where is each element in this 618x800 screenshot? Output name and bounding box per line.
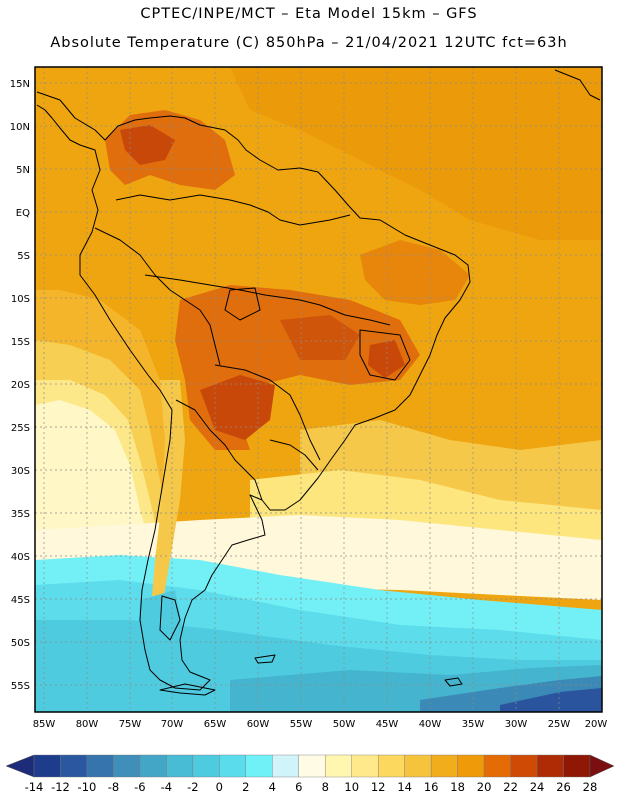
lon-label: 35W <box>462 719 485 730</box>
lat-label: 40S <box>11 552 30 563</box>
colorbar-tick-label: -6 <box>134 780 145 794</box>
colorbar-swatch <box>298 754 326 778</box>
colorbar-swatch <box>377 754 405 778</box>
lon-label: 80W <box>76 719 99 730</box>
colorbar-swatch <box>139 754 167 778</box>
lon-label: 85W <box>33 719 56 730</box>
colorbar-swatch <box>510 754 538 778</box>
colorbar: -14 -12 -10 -8 -6 -4 -2 0 2 4 6 8 10 12 14 16 18 20 22 24 26… <box>5 754 615 794</box>
lat-label: 5S <box>17 251 30 262</box>
colorbar-tick-label: 2 <box>242 780 249 794</box>
colorbar-swatch <box>113 754 141 778</box>
colorbar-tick-label: 10 <box>344 780 359 794</box>
colorbar-tick-label: 22 <box>503 780 518 794</box>
lon-label: 55W <box>290 719 313 730</box>
colorbar-swatch <box>60 754 88 778</box>
map-title-line2: Absolute Temperature (C) 850hPa – 21/04/… <box>50 35 568 51</box>
lon-label: 50W <box>333 719 356 730</box>
lon-label: 25W <box>548 719 571 730</box>
lon-label: 30W <box>505 719 528 730</box>
lon-label: 40W <box>419 719 442 730</box>
colorbar-swatch <box>325 754 352 778</box>
lat-label: 55S <box>11 681 30 692</box>
colorbar-tick-label: 16 <box>424 780 439 794</box>
colorbar-tick-label: 12 <box>371 780 386 794</box>
colorbar-swatch <box>536 754 564 778</box>
colorbar-tick-label: -2 <box>187 780 198 794</box>
lat-label: 50S <box>11 638 30 649</box>
colorbar-tick-label: 18 <box>450 780 465 794</box>
lat-label: 10N <box>10 122 30 133</box>
colorbar-swatch <box>483 754 511 778</box>
colorbar-tick-label: 0 <box>216 780 223 794</box>
colorbar-over-arrow <box>589 754 615 778</box>
colorbar-tick-label: 6 <box>295 780 302 794</box>
colorbar-tick-label: -12 <box>51 780 70 794</box>
lat-label: 45S <box>11 595 30 606</box>
lat-label: 15S <box>11 337 30 348</box>
colorbar-tick-label: -8 <box>108 780 119 794</box>
map-frame <box>34 66 603 713</box>
lat-label: 25S <box>11 423 30 434</box>
colorbar-swatch <box>563 754 591 778</box>
colorbar-swatch <box>86 754 114 778</box>
lat-label: 10S <box>11 294 30 305</box>
colorbar-under-arrow <box>5 754 35 778</box>
lat-label: 5N <box>16 165 30 176</box>
lon-label: 70W <box>161 719 184 730</box>
colorbar-tick-label: -14 <box>25 780 44 794</box>
colorbar-tick-label: 20 <box>477 780 492 794</box>
lat-label: 20S <box>11 380 30 391</box>
lat-label: 15N <box>10 79 30 90</box>
colorbar-swatch <box>33 754 61 778</box>
lon-label: 75W <box>119 719 142 730</box>
colorbar-tick-label: 28 <box>583 780 598 794</box>
latitude-labels: 15N 10N 5N EQ 5S 10S 15S 20S 25S 30S 35S… <box>10 79 30 692</box>
lon-label: 60W <box>247 719 270 730</box>
lat-label: 30S <box>11 466 30 477</box>
lat-label: EQ <box>16 208 30 219</box>
colorbar-swatch <box>219 754 247 778</box>
longitude-labels: 85W 80W 75W 70W 65W 60W 55W 50W 45W 40W … <box>33 719 608 730</box>
lon-label: 65W <box>204 719 227 730</box>
colorbar-tick-label: 26 <box>556 780 571 794</box>
temperature-map: 15N 10N 5N EQ 5S 10S 15S 20S 25S 30S 35S… <box>10 66 608 730</box>
colorbar-tick-label: -4 <box>161 780 172 794</box>
temperature-field <box>35 67 602 712</box>
coastlines <box>36 69 601 696</box>
colorbar-swatch <box>245 754 273 778</box>
colorbar-tick-label: 8 <box>322 780 329 794</box>
lon-label: 20W <box>585 719 608 730</box>
colorbar-swatch <box>351 754 379 778</box>
map-title-line1: CPTEC/INPE/MCT – Eta Model 15km – GFS <box>140 6 478 22</box>
colorbar-tick-label: 14 <box>397 780 412 794</box>
colorbar-swatch <box>457 754 485 778</box>
colorbar-tick-label: 4 <box>269 780 276 794</box>
colorbar-swatch <box>166 754 194 778</box>
colorbar-swatch <box>272 754 299 778</box>
colorbar-swatch <box>430 754 458 778</box>
colorbar-tick-label: -10 <box>78 780 97 794</box>
colorbar-swatch <box>404 754 432 778</box>
colorbar-swatch <box>192 754 220 778</box>
lon-label: 45W <box>376 719 399 730</box>
lat-label: 35S <box>11 509 30 520</box>
colorbar-tick-label: 24 <box>530 780 545 794</box>
